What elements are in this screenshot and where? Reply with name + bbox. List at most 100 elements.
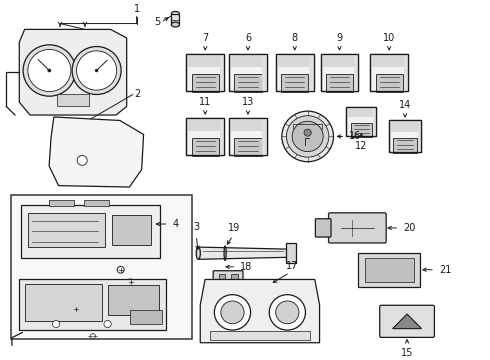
Bar (346, 107, 376, 117)
Bar (262, 54, 267, 91)
Circle shape (28, 49, 71, 91)
Circle shape (48, 69, 51, 72)
Circle shape (214, 294, 250, 330)
Bar (404, 54, 408, 91)
Circle shape (73, 305, 79, 312)
Text: 9: 9 (337, 33, 343, 43)
Text: 20: 20 (403, 223, 416, 233)
Bar (370, 54, 408, 91)
Bar (389, 120, 421, 153)
Text: 3: 3 (193, 222, 199, 232)
Text: 12: 12 (355, 141, 368, 151)
Circle shape (76, 51, 117, 90)
Bar (326, 74, 353, 92)
Text: 4: 4 (172, 219, 178, 229)
Circle shape (95, 69, 98, 72)
Circle shape (117, 266, 124, 273)
Text: 5: 5 (154, 17, 161, 27)
Polygon shape (49, 117, 144, 187)
Ellipse shape (172, 12, 179, 16)
Bar (112, 215, 151, 245)
Bar (219, 274, 225, 284)
FancyBboxPatch shape (380, 305, 435, 337)
Bar (25, 284, 102, 321)
Circle shape (221, 301, 244, 324)
Bar (186, 118, 224, 131)
Circle shape (77, 156, 87, 165)
Bar (210, 331, 310, 340)
Text: 8: 8 (292, 33, 298, 43)
Polygon shape (392, 314, 421, 329)
Circle shape (276, 301, 299, 324)
Bar (375, 74, 403, 92)
Bar (389, 120, 421, 132)
Bar (130, 310, 162, 324)
Circle shape (52, 320, 60, 328)
Bar (19, 279, 167, 330)
Circle shape (72, 46, 121, 94)
Bar (417, 120, 421, 153)
Circle shape (104, 320, 111, 328)
Bar (229, 118, 267, 131)
Bar (389, 120, 421, 153)
Bar (358, 253, 420, 287)
Bar (229, 118, 267, 155)
Text: 7: 7 (202, 33, 208, 43)
FancyBboxPatch shape (213, 271, 243, 290)
Bar (220, 54, 224, 91)
Circle shape (90, 334, 96, 339)
Bar (351, 123, 372, 137)
Circle shape (23, 45, 75, 96)
Bar (281, 74, 308, 92)
Ellipse shape (224, 246, 226, 260)
Polygon shape (198, 247, 288, 259)
Ellipse shape (196, 247, 200, 259)
Bar (172, 14, 179, 24)
Bar (276, 54, 314, 91)
Text: 16: 16 (349, 131, 362, 141)
Bar (320, 54, 358, 91)
Bar (229, 118, 267, 155)
Text: 18: 18 (240, 262, 252, 272)
Circle shape (270, 294, 305, 330)
Ellipse shape (172, 22, 179, 27)
Bar (220, 118, 224, 155)
Bar (346, 107, 376, 136)
Bar (234, 74, 262, 92)
Bar (231, 274, 238, 284)
Bar (354, 54, 358, 91)
Circle shape (287, 116, 329, 157)
Bar (186, 118, 224, 155)
Bar (186, 54, 224, 67)
Bar (286, 243, 296, 264)
Bar (192, 138, 219, 156)
Bar (276, 54, 314, 91)
Bar (370, 54, 408, 91)
Bar (229, 54, 267, 67)
Bar (229, 54, 267, 91)
FancyBboxPatch shape (328, 213, 386, 243)
Bar (28, 212, 105, 247)
Text: 6: 6 (245, 33, 251, 43)
Bar (234, 138, 262, 156)
Bar (276, 54, 314, 67)
Bar (309, 54, 314, 91)
Bar (370, 54, 408, 67)
Bar (21, 204, 161, 258)
Text: 11: 11 (199, 97, 211, 107)
Bar (186, 54, 224, 91)
Bar (229, 54, 267, 91)
Bar (49, 200, 74, 206)
Bar (373, 107, 376, 136)
Text: 13: 13 (242, 97, 254, 107)
Circle shape (282, 111, 334, 162)
Bar (84, 200, 109, 206)
Polygon shape (200, 279, 319, 343)
Bar (11, 195, 192, 339)
Bar (57, 94, 89, 107)
Bar (192, 74, 219, 92)
Bar (186, 118, 224, 155)
Text: 15: 15 (401, 348, 413, 357)
Bar (393, 138, 417, 153)
Text: 2: 2 (135, 89, 141, 99)
